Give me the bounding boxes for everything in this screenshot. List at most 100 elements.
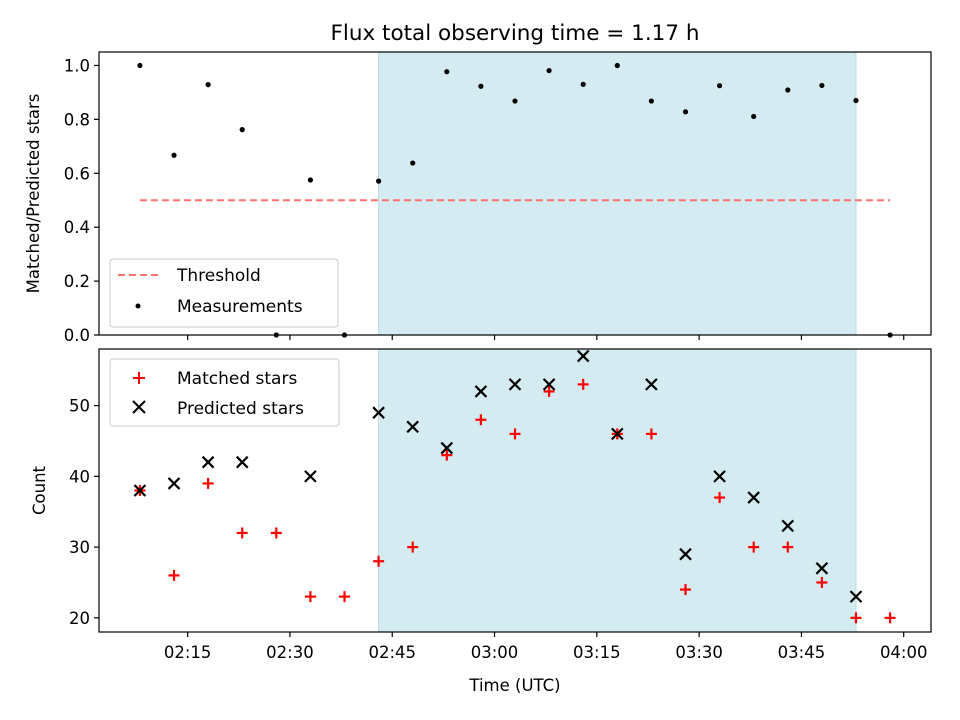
predicted-star-marker — [508, 378, 522, 391]
bottom-legend: Matched stars Predicted stars — [109, 358, 340, 427]
top-y-tick-label: 1.0 — [64, 56, 90, 75]
top-panel: 0.0 0.2 0.4 0.6 0.8 1.0 Flux total observing … — [24, 21, 932, 345]
bottom-x-tick-label: 02:45 — [368, 643, 416, 662]
matched-star-marker — [475, 414, 487, 426]
measurement-point — [580, 81, 586, 87]
predicted-marker-stroke — [304, 470, 317, 483]
matched-star-marker — [509, 428, 521, 440]
bottom-x-tick-label: 03:30 — [675, 643, 723, 662]
measurement-point — [444, 69, 450, 75]
measurement-point — [307, 177, 314, 183]
top-y-tick-label: 0.4 — [64, 218, 90, 237]
predicted-marker-stroke — [576, 349, 590, 363]
legend-matched-swatch — [133, 372, 145, 384]
matched-star-marker — [884, 612, 896, 624]
predicted-marker-stroke — [406, 420, 419, 434]
predicted-marker-stroke — [781, 519, 795, 533]
matched-star-marker — [645, 428, 657, 440]
matched-star-marker — [577, 378, 589, 390]
predicted-star-marker — [576, 349, 590, 363]
matched-star-marker — [339, 591, 351, 603]
predicted-star-marker — [747, 491, 760, 504]
predicted-marker-stroke — [235, 455, 249, 469]
bottom-x-tick-label: 02:15 — [164, 643, 212, 662]
bottom-y-tick-label: 50 — [69, 397, 90, 416]
matched-star-marker — [407, 541, 419, 553]
predicted-star-marker — [201, 455, 215, 469]
matched-star-marker — [543, 385, 555, 397]
measurement-point — [137, 62, 143, 69]
predicted-marker-stroke — [474, 385, 488, 398]
bottom-axes-frame — [98, 348, 932, 633]
matched-star-marker — [202, 477, 214, 489]
top-y-tick-label: 0.8 — [64, 110, 90, 129]
bottom-x-tick-label: 02:30 — [266, 643, 314, 662]
matched-star-marker — [168, 569, 180, 581]
legend-measurements-swatch — [135, 303, 141, 309]
top-y-tick-label: 0.2 — [64, 272, 90, 291]
predicted-marker-stroke — [849, 590, 863, 603]
measurement-point — [512, 98, 518, 104]
measurement-point — [614, 62, 620, 69]
top-axes: 0.0 0.2 0.4 0.6 0.8 1.0 — [64, 51, 932, 345]
measurement-point — [785, 87, 791, 93]
predicted-star-marker — [713, 470, 726, 483]
predicted-marker-stroke — [167, 477, 181, 490]
bottom-axes: 20 30 40 50 02:15 02:30 02:45 03:00 03:15 03:30 03… — [69, 348, 932, 662]
matched-star-marker — [270, 527, 282, 539]
bottom-x-tick-label: 03:00 — [471, 643, 519, 662]
top-y-axis-label: Matched/Predicted stars — [24, 94, 43, 294]
predicted-marker-stroke — [645, 378, 658, 391]
bottom-panel: 20 30 40 50 02:15 02:30 02:45 03:00 03:15 03:30 03… — [30, 348, 932, 695]
predicted-star-marker — [304, 470, 317, 483]
bottom-y-tick-label: 40 — [69, 467, 90, 486]
top-y-tick-label: 0.6 — [64, 164, 90, 183]
predicted-star-marker — [781, 519, 795, 533]
predicted-marker-stroke — [815, 562, 829, 575]
top-legend-box — [109, 258, 339, 328]
predicted-star-marker — [133, 484, 147, 497]
predicted-star-marker — [645, 378, 658, 391]
measurement-point — [376, 178, 382, 184]
bottom-legend-box — [109, 358, 340, 427]
predicted-star-marker — [815, 562, 829, 575]
measurement-point — [239, 127, 245, 133]
matched-star-marker — [714, 492, 726, 504]
matched-star-marker — [236, 527, 248, 539]
measurement-points — [137, 62, 893, 338]
predicted-star-marker — [406, 420, 419, 434]
measurement-point — [648, 98, 654, 104]
predicted-marker-stroke — [440, 441, 454, 455]
legend-predicted-swatch — [132, 400, 146, 414]
bottom-x-tick-label: 04:00 — [880, 643, 928, 662]
x-axis-label: Time (UTC) — [468, 676, 560, 695]
top-y-tick-label: 0.0 — [64, 326, 90, 345]
top-axes-frame — [98, 51, 932, 336]
legend-measurements-label: Measurements — [177, 297, 303, 317]
measurement-point — [751, 113, 757, 120]
predicted-marker-stroke — [372, 406, 385, 419]
measurement-point — [819, 82, 825, 89]
bottom-y-tick-label: 30 — [69, 538, 90, 557]
predicted-star-marker — [235, 455, 249, 469]
bottom-x-tick-label: 03:45 — [778, 643, 826, 662]
predicted-star-points — [133, 349, 863, 603]
predicted-star-marker — [542, 378, 556, 391]
measurement-point — [682, 109, 689, 115]
matched-star-marker — [304, 591, 316, 603]
measurement-point — [478, 83, 484, 89]
bottom-shaded-region — [378, 348, 857, 633]
matched-star-marker — [782, 541, 794, 553]
legend-matched-label: Matched stars — [177, 369, 297, 389]
matched-star-points — [134, 378, 896, 624]
chart-title: Flux total observing time = 1.17 h — [331, 21, 700, 46]
measurement-point — [205, 82, 211, 88]
predicted-star-marker — [849, 590, 863, 603]
legend-threshold-label: Threshold — [176, 266, 261, 286]
measurement-point — [716, 83, 723, 89]
predicted-marker-stroke — [713, 470, 726, 483]
predicted-star-marker — [611, 427, 624, 441]
predicted-star-marker — [679, 547, 692, 561]
predicted-star-marker — [440, 441, 454, 455]
